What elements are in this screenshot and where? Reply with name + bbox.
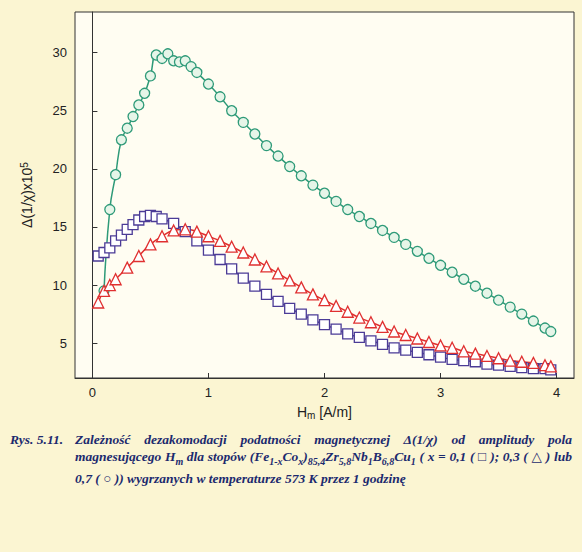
svg-text:H: H	[297, 404, 307, 420]
svg-text:20: 20	[53, 161, 67, 176]
svg-text:25: 25	[53, 103, 67, 118]
svg-text:10: 10	[53, 278, 67, 293]
svg-text:30: 30	[53, 45, 67, 60]
svg-text:5: 5	[19, 162, 30, 168]
svg-text:Δ(1/χ)x10: Δ(1/χ)x10	[19, 167, 35, 227]
svg-text:3: 3	[437, 385, 444, 400]
html-text:Zależność dezakomodacji podatn: Zależność dezakomodacji podatności magne…	[75, 432, 572, 486]
svg-text:2: 2	[321, 385, 328, 400]
svg-text:[A/m]: [A/m]	[315, 404, 352, 420]
svg-text:1: 1	[205, 385, 212, 400]
svg-text:0: 0	[89, 385, 96, 400]
svg-text:5: 5	[60, 336, 67, 351]
html-text:Rys. 5.11.: Rys. 5.11.	[10, 432, 63, 447]
svg-text:4: 4	[553, 385, 560, 400]
svg-text:15: 15	[53, 219, 67, 234]
svg-text:m: m	[307, 410, 315, 421]
